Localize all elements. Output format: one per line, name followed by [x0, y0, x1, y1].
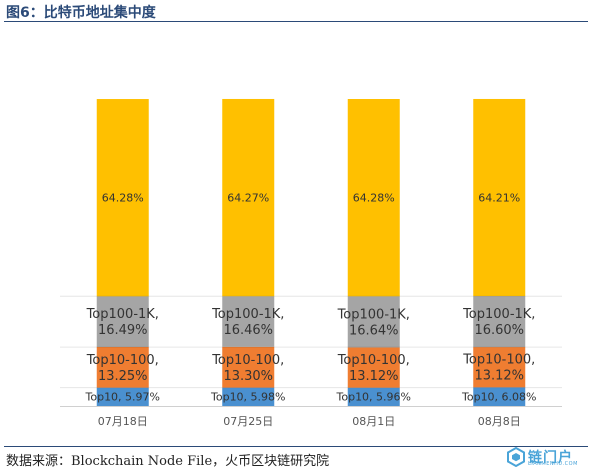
data-label: Top100-1K, [337, 307, 410, 322]
bar-segment-top10_100 [473, 347, 526, 388]
x-tick-label: 08月1日 [352, 415, 395, 428]
data-label: 16.49% [98, 323, 148, 338]
bar-segment-top10 [347, 387, 400, 406]
x-tick-label: 08月8日 [478, 415, 521, 428]
data-label: 13.25% [98, 369, 148, 384]
data-label: Top10-100, [86, 353, 159, 368]
data-label: Top10, 5.97% [85, 391, 161, 404]
bar-segment-top10 [222, 387, 275, 406]
data-label: Top100-1K, [462, 307, 535, 322]
figure-header: 图6：比特币地址集中度 [0, 0, 592, 22]
bar-segment-rest [96, 99, 149, 297]
bar-segment-top10_100 [96, 346, 149, 388]
data-label: Top100-1K, [86, 307, 159, 322]
footer-divider [4, 446, 588, 447]
bar-segment-top10_100 [347, 347, 400, 388]
figure-title: 图6：比特币地址集中度 [6, 5, 156, 21]
source-note: 数据来源：Blockchain Node File，火币区块链研究院 [6, 454, 330, 469]
brand-logo-subtext: LIANMENHU.COM [528, 461, 578, 467]
data-label: Top10-100, [337, 353, 410, 368]
data-label: 64.28% [102, 192, 144, 205]
data-label: Top10, 5.96% [336, 391, 412, 404]
data-label: Top10-100, [211, 353, 284, 368]
bar-segment-rest [347, 99, 400, 297]
data-label: 64.21% [478, 191, 520, 204]
bar-segment-top100_1k [347, 296, 400, 348]
chain-link-icon [507, 447, 525, 467]
data-label: Top10-100, [462, 353, 535, 368]
bar-segment-top100_1k [473, 296, 526, 348]
data-label: 13.30% [223, 369, 273, 384]
bar-segment-top10 [473, 387, 526, 406]
data-label: Top100-1K, [211, 307, 284, 322]
data-label: 16.64% [349, 323, 399, 338]
data-label: Top10, 5.98% [210, 391, 286, 404]
data-label: 13.12% [349, 369, 399, 384]
x-tick-label: 07月25日 [223, 415, 273, 428]
bar-segment-top10_100 [222, 346, 275, 388]
bar-segment-rest [473, 98, 526, 297]
title-divider [4, 21, 588, 22]
x-tick-label: 07月18日 [98, 415, 148, 428]
bar-segment-top100_1k [96, 296, 149, 347]
bar-segment-top10 [96, 387, 149, 406]
data-label: 16.46% [223, 323, 273, 338]
data-label: Top10, 6.08% [461, 391, 537, 404]
data-label: 64.28% [353, 192, 395, 205]
data-label: 16.60% [474, 323, 524, 338]
bar-segment-top100_1k [222, 296, 275, 347]
data-label: 13.12% [474, 369, 524, 384]
brand-logo: 链门户 LIANMENHU.COM [506, 446, 584, 468]
brand-logo-text: 链门户 [528, 450, 573, 466]
data-label: 64.27% [227, 191, 269, 204]
bar-segment-rest [222, 98, 275, 297]
